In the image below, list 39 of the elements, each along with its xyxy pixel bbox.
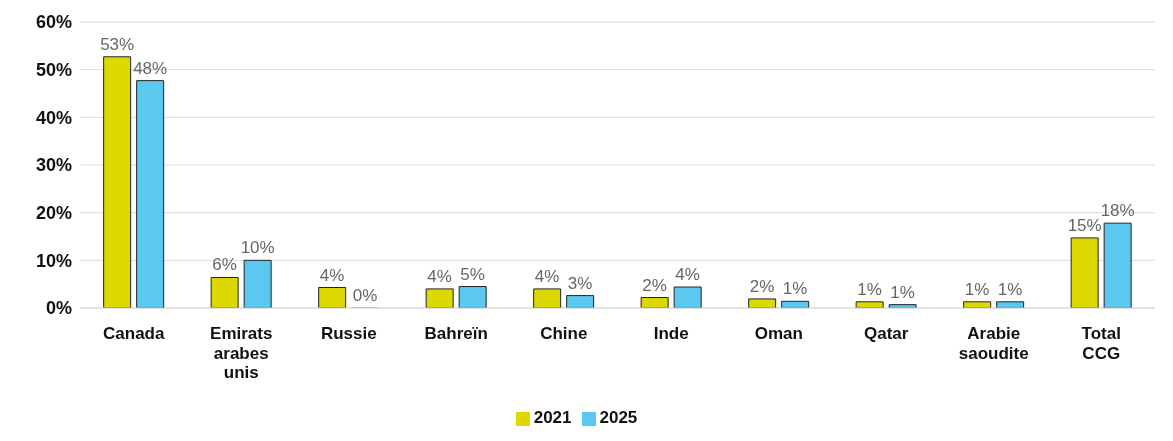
x-tick-label: Canada [103,324,165,344]
data-label: 3% [567,273,593,293]
x-tick-label: Arabie saoudite [958,324,1029,363]
data-label: 53% [100,34,135,54]
x-tick-label: Qatar [864,324,909,344]
data-label: 4% [427,266,452,286]
data-label: 1% [997,279,1023,299]
x-tick-label: Inde [653,324,689,344]
data-label: 15% [1067,215,1102,235]
data-label: 2% [642,275,667,295]
x-tick-label: Emirats arabes unis [210,324,273,383]
data-label: 10% [240,238,275,258]
data-label: 1% [890,282,915,302]
legend-label: 2021 [533,408,572,427]
data-label: 5% [460,264,485,284]
data-label: 4% [319,265,345,285]
data-label: 1% [857,279,882,299]
y-tick-label: 10% [35,250,72,271]
data-label: 18% [1100,201,1135,221]
y-tick-label: 0% [45,298,72,319]
data-label: 0% [352,286,378,305]
legend-label: 2025 [599,408,638,427]
x-tick-label: Chine [540,324,588,344]
y-tick-label: 30% [35,155,72,176]
data-label: 4% [534,266,560,286]
y-tick-label: 40% [35,107,72,128]
x-tick-label: Oman [754,324,803,344]
x-tick-label: Bahreïn [424,324,488,344]
x-tick-label: Total CCG [1081,324,1121,363]
y-tick-label: 20% [35,203,72,224]
data-label: 6% [212,255,237,275]
y-tick-label: 50% [35,60,72,81]
y-tick-label: 60% [35,12,72,33]
data-label: 2% [749,276,775,296]
data-label: 1% [964,279,990,299]
x-tick-label: Russie [320,324,377,344]
data-label: 48% [133,58,168,78]
data-label: 4% [675,265,700,285]
data-label: 1% [782,279,808,299]
